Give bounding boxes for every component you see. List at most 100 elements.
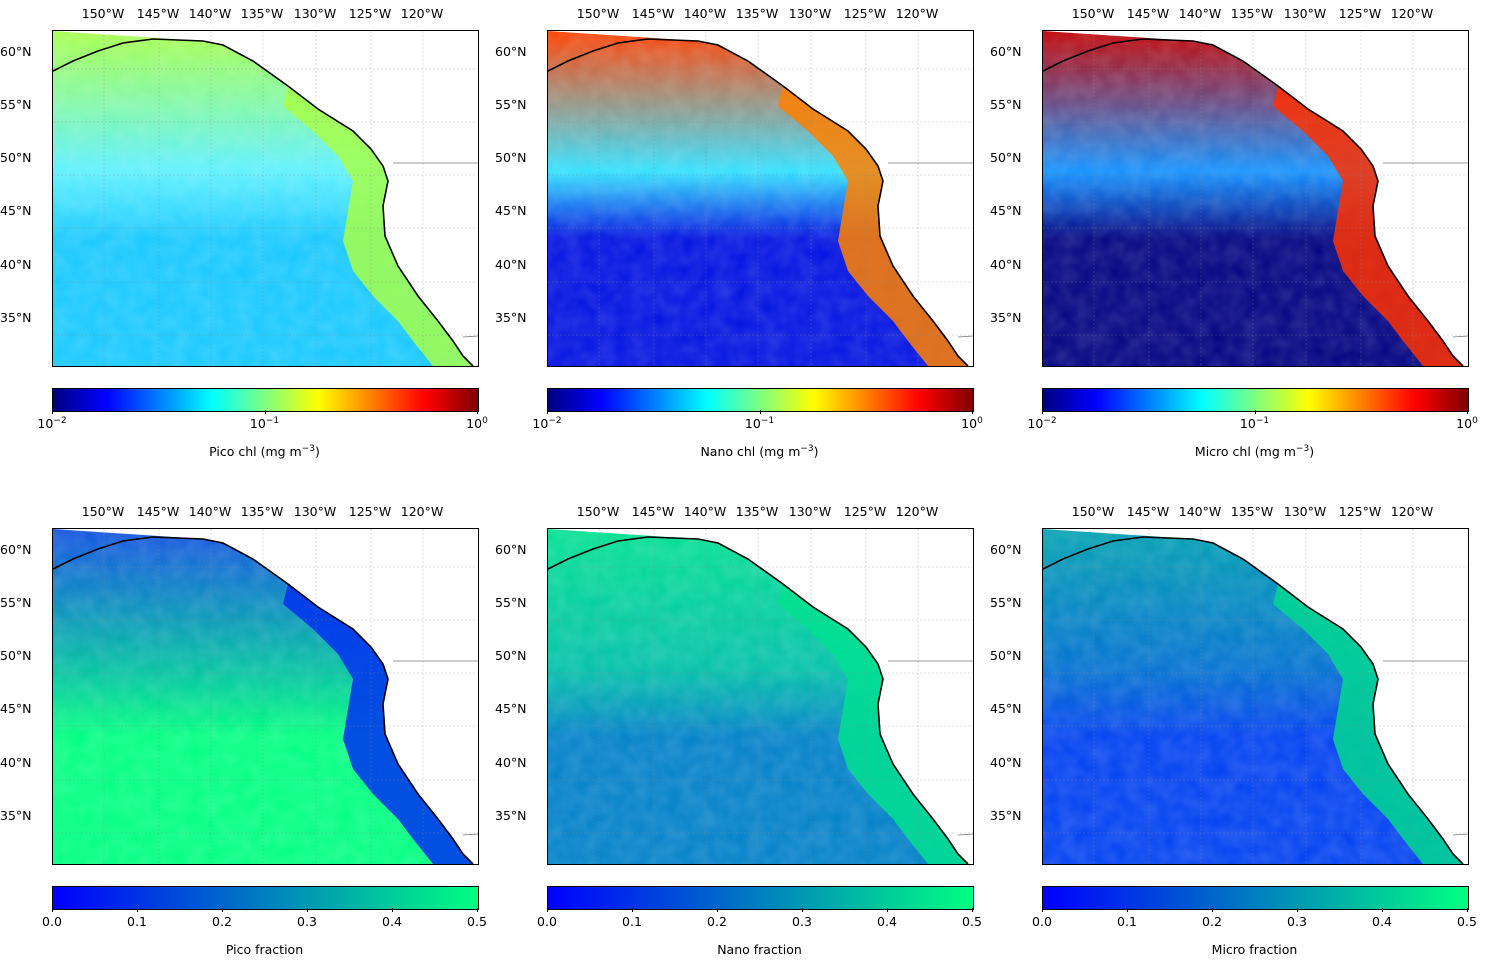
lat-tick-label: 45°N <box>0 701 32 716</box>
colorbar-tick-label: 0.2 <box>707 914 727 929</box>
lon-tick-label: 120°W <box>400 6 444 21</box>
colorbar-micro-chl <box>1042 388 1469 412</box>
colorbar-tick-label: 0.5 <box>962 914 982 929</box>
colorbar-tick-label: 100 <box>961 416 983 432</box>
lat-tick-label: 35°N <box>0 310 32 325</box>
lat-tick-label: 50°N <box>0 648 32 663</box>
colorbar-label: Pico chl (mg m−3) <box>209 444 320 460</box>
colorbar-tick-label: 100 <box>466 416 488 432</box>
lon-tick-label: 135°W <box>735 6 779 21</box>
coastline <box>1043 38 1464 366</box>
lon-tick-label: 150°W <box>576 504 620 519</box>
lat-tick-label: 50°N <box>990 648 1022 663</box>
lon-tick-label: 135°W <box>240 6 284 21</box>
lon-tick-label: 125°W <box>348 504 392 519</box>
border-line <box>957 833 973 836</box>
colorbar-tick-mark <box>1127 908 1128 912</box>
lat-tick-label: 50°N <box>495 150 527 165</box>
lat-tick-label: 35°N <box>990 310 1022 325</box>
map-pico-frac <box>52 528 479 865</box>
colorbar-tick-label: 100 <box>1456 416 1478 432</box>
lon-tick-label: 120°W <box>1390 6 1434 21</box>
colorbar-tick-label: 0.1 <box>1117 914 1137 929</box>
map-nano-frac <box>547 528 974 865</box>
map-svg <box>548 31 973 366</box>
lat-tick-label: 60°N <box>990 542 1022 557</box>
map-panel-micro-frac: 150°W 145°W 140°W 135°W 130°W 125°W 120°W 60°N 5… <box>990 504 1477 964</box>
coastal-band <box>283 86 473 366</box>
colorbar-tick-label: 10−2 <box>1027 416 1057 432</box>
lat-tick-label: 60°N <box>495 542 527 557</box>
map-svg <box>53 31 478 366</box>
lon-tick-label: 150°W <box>576 6 620 21</box>
colorbar-tick-mark <box>887 908 888 912</box>
colorbar-label: Nano chl (mg m−3) <box>700 444 819 460</box>
colorbar-tick-label: 10−1 <box>744 416 775 432</box>
lat-tick-label: 55°N <box>0 595 32 610</box>
lat-tick-label: 55°N <box>990 595 1022 610</box>
colorbar-tick-mark <box>547 908 548 912</box>
colorbar-tick-label: 0.1 <box>622 914 642 929</box>
lon-tick-label: 120°W <box>1390 504 1434 519</box>
coastline <box>53 536 474 864</box>
colorbar-tick-label: 0.2 <box>212 914 232 929</box>
lat-tick-label: 35°N <box>495 808 527 823</box>
border-line <box>1452 833 1468 836</box>
lat-tick-label: 55°N <box>495 97 527 112</box>
lat-tick-label: 45°N <box>990 701 1022 716</box>
lon-tick-label: 135°W <box>1230 504 1274 519</box>
lat-tick-label: 45°N <box>495 701 527 716</box>
border-line <box>1452 335 1468 338</box>
colorbar-tick-label: 0.4 <box>382 914 402 929</box>
coastal-band <box>778 584 968 864</box>
lat-tick-label: 60°N <box>0 44 32 59</box>
map-svg <box>53 529 478 864</box>
lon-tick-label: 120°W <box>400 504 444 519</box>
colorbar-tick-label: 10−1 <box>249 416 280 432</box>
colorbar-tick-label: 0.0 <box>42 914 62 929</box>
lat-tick-label: 35°N <box>495 310 527 325</box>
border-line <box>462 335 478 338</box>
lon-tick-label: 140°W <box>188 504 232 519</box>
lon-tick-label: 145°W <box>631 504 675 519</box>
border-line <box>957 335 973 338</box>
colorbar-tick-mark <box>137 908 138 912</box>
colorbar-label: Micro fraction <box>1211 942 1298 957</box>
lon-tick-label: 120°W <box>895 6 939 21</box>
lat-tick-label: 45°N <box>495 203 527 218</box>
map-nano-chl <box>547 30 974 367</box>
colorbar-tick-mark <box>802 908 803 912</box>
map-panel-micro-chl: 150°W 145°W 140°W 135°W 130°W 125°W 120°W 60°N 5… <box>990 6 1478 466</box>
lat-tick-label: 50°N <box>0 150 32 165</box>
colorbar-tick-label: 0.4 <box>1372 914 1392 929</box>
lat-tick-label: 45°N <box>0 203 32 218</box>
map-pico-chl <box>52 30 479 367</box>
coastal-band <box>778 86 968 366</box>
lon-tick-label: 145°W <box>1126 6 1170 21</box>
colorbar-pico-chl <box>52 388 479 412</box>
lon-tick-label: 135°W <box>735 504 779 519</box>
lat-tick-label: 35°N <box>0 808 32 823</box>
colorbar-tick-label: 0.3 <box>1287 914 1307 929</box>
lon-tick-label: 130°W <box>293 6 337 21</box>
map-panel-pico-frac: 150°W 145°W 140°W 135°W 130°W 125°W 120°W 60°N 5… <box>0 504 487 964</box>
colorbar-tick-mark <box>632 908 633 912</box>
colorbar-tick-label: 0.4 <box>877 914 897 929</box>
lat-tick-label: 40°N <box>990 257 1022 272</box>
lon-tick-label: 150°W <box>1071 6 1115 21</box>
coastline <box>1043 536 1464 864</box>
colorbar-tick-mark <box>547 410 548 414</box>
colorbar-tick-mark <box>1467 410 1468 414</box>
colorbar-tick-mark <box>222 908 223 912</box>
lat-tick-label: 55°N <box>495 595 527 610</box>
lon-tick-label: 120°W <box>895 504 939 519</box>
lat-tick-label: 40°N <box>0 755 32 770</box>
lat-tick-label: 40°N <box>495 257 527 272</box>
colorbar-tick-mark <box>52 908 53 912</box>
colorbar-tick-mark <box>1212 908 1213 912</box>
lon-tick-label: 145°W <box>1126 504 1170 519</box>
colorbar-tick-label: 0.1 <box>127 914 147 929</box>
colorbar-tick-label: 0.3 <box>792 914 812 929</box>
map-micro-frac <box>1042 528 1469 865</box>
map-panel-nano-frac: 150°W 145°W 140°W 135°W 130°W 125°W 120°W 60°N 5… <box>495 504 982 964</box>
